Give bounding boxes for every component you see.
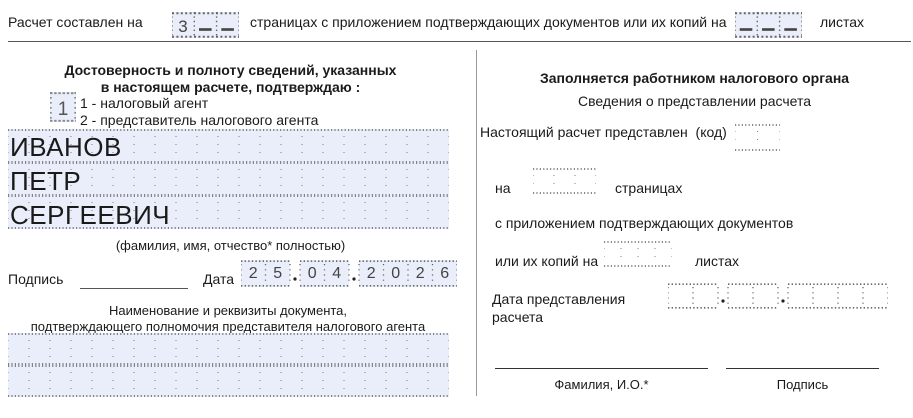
svg-text:5: 5 — [273, 265, 282, 282]
svg-text:2: 2 — [249, 265, 258, 282]
svg-text:2: 2 — [367, 265, 376, 282]
svg-text:1: 1 — [58, 99, 69, 120]
svg-text:6: 6 — [440, 265, 449, 282]
svg-text:3: 3 — [178, 17, 187, 36]
svg-text:0: 0 — [308, 265, 317, 282]
svg-text:2: 2 — [416, 265, 425, 282]
svg-text:0: 0 — [391, 265, 400, 282]
svg-text:4: 4 — [332, 265, 341, 282]
